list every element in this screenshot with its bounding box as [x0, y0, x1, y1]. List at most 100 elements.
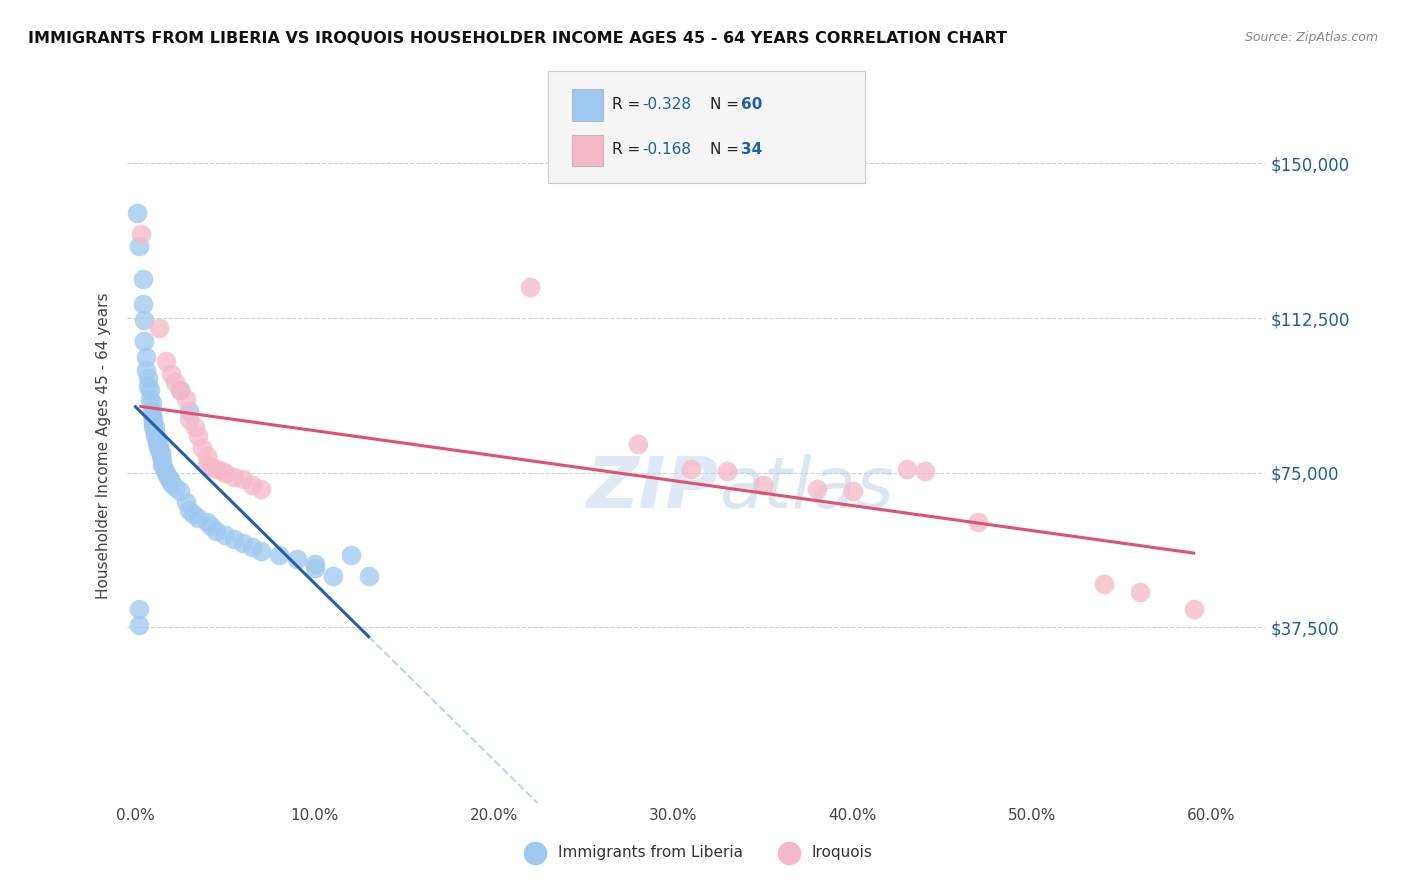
Point: [240, 540, 263, 554]
Point: [187, 428, 209, 442]
Point: [519, 280, 541, 294]
Point: [211, 464, 233, 478]
Point: [148, 439, 170, 453]
Point: [914, 464, 936, 478]
Point: [155, 354, 177, 368]
Y-axis label: Householder Income Ages 45 - 64 years: Householder Income Ages 45 - 64 years: [96, 293, 111, 599]
Point: [195, 458, 218, 472]
Point: [1182, 602, 1205, 616]
Point: [191, 441, 214, 455]
Point: [142, 412, 165, 426]
Point: [322, 569, 344, 583]
Point: [232, 536, 254, 550]
Text: ZIP: ZIP: [586, 454, 718, 524]
Point: [136, 371, 159, 385]
Point: [146, 433, 169, 447]
Point: [214, 466, 236, 480]
Text: R =: R =: [612, 97, 645, 112]
Point: [357, 569, 380, 583]
Point: [163, 480, 186, 494]
Point: [205, 524, 228, 538]
Point: [250, 544, 273, 558]
Text: N =: N =: [710, 142, 744, 157]
Point: [1092, 577, 1115, 591]
Text: -0.328: -0.328: [643, 97, 692, 112]
Point: [148, 321, 170, 335]
Point: [842, 484, 865, 499]
Point: [146, 437, 169, 451]
Point: [128, 602, 150, 616]
Point: [179, 404, 201, 418]
Text: -0.168: -0.168: [643, 142, 692, 157]
Text: IMMIGRANTS FROM LIBERIA VS IROQUOIS HOUSEHOLDER INCOME AGES 45 - 64 YEARS CORREL: IMMIGRANTS FROM LIBERIA VS IROQUOIS HOUS…: [28, 31, 1007, 46]
Point: [304, 557, 326, 571]
Point: [752, 478, 775, 492]
Point: [127, 206, 149, 220]
Point: [143, 420, 166, 434]
Point: [183, 420, 205, 434]
Text: 34: 34: [741, 142, 762, 157]
Point: [141, 404, 163, 418]
Point: [169, 384, 191, 398]
Point: [152, 458, 174, 472]
Point: [149, 450, 172, 464]
Point: [339, 549, 361, 563]
Point: [135, 351, 157, 365]
Point: [1129, 585, 1152, 599]
Point: [174, 392, 197, 406]
Point: [174, 494, 197, 508]
Point: [160, 476, 183, 491]
Text: Source: ZipAtlas.com: Source: ZipAtlas.com: [1244, 31, 1378, 45]
Point: [135, 362, 157, 376]
Point: [143, 425, 166, 439]
Point: [179, 412, 201, 426]
Point: [148, 443, 170, 458]
Text: N =: N =: [710, 97, 744, 112]
Point: [143, 428, 166, 442]
Point: [224, 470, 246, 484]
Point: [159, 472, 181, 486]
Text: 60: 60: [741, 97, 762, 112]
Point: [200, 519, 222, 533]
Point: [205, 461, 228, 475]
Point: [181, 507, 204, 521]
Point: [134, 334, 156, 348]
Point: [131, 296, 153, 310]
Point: [716, 464, 738, 478]
Point: [169, 484, 191, 499]
Legend: Immigrants from Liberia, Iroquois: Immigrants from Liberia, Iroquois: [513, 839, 879, 866]
Point: [136, 379, 159, 393]
Point: [232, 472, 254, 486]
Point: [195, 516, 218, 530]
Point: [155, 466, 177, 480]
Point: [156, 470, 179, 484]
Point: [152, 453, 174, 467]
Point: [169, 384, 191, 398]
Text: atlas: atlas: [718, 454, 893, 524]
Point: [149, 445, 172, 459]
Point: [141, 408, 163, 422]
Point: [304, 560, 326, 574]
Point: [153, 461, 176, 475]
Point: [250, 483, 273, 497]
Point: [267, 549, 290, 563]
Point: [967, 516, 990, 530]
Point: [160, 367, 183, 381]
Point: [214, 527, 236, 541]
Point: [806, 483, 828, 497]
Point: [142, 420, 165, 434]
Point: [627, 437, 650, 451]
Text: R =: R =: [612, 142, 645, 157]
Point: [195, 450, 218, 464]
Point: [240, 478, 263, 492]
Point: [179, 503, 201, 517]
Point: [187, 511, 209, 525]
Point: [139, 392, 162, 406]
Point: [896, 461, 918, 475]
Point: [141, 395, 163, 409]
Point: [681, 461, 703, 475]
Point: [200, 459, 222, 474]
Point: [134, 313, 156, 327]
Point: [285, 552, 308, 566]
Point: [129, 227, 152, 241]
